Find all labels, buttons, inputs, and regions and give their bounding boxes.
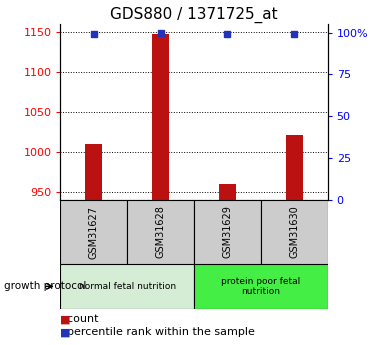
Bar [261, 200, 328, 264]
Text: GSM31628: GSM31628 [156, 206, 166, 258]
Bar [60, 264, 194, 309]
Bar [85, 144, 102, 200]
Bar [219, 184, 236, 200]
Text: protein poor fetal
nutrition: protein poor fetal nutrition [221, 277, 300, 296]
Text: ■: ■ [60, 314, 71, 324]
Text: ■: ■ [60, 327, 71, 337]
Bar [152, 34, 169, 200]
Text: growth protocol: growth protocol [4, 282, 86, 291]
Text: GSM31627: GSM31627 [89, 206, 99, 258]
Text: count: count [60, 314, 99, 324]
Bar [60, 200, 127, 264]
Text: normal fetal nutrition: normal fetal nutrition [79, 282, 176, 291]
Text: GSM31630: GSM31630 [289, 206, 299, 258]
Text: percentile rank within the sample: percentile rank within the sample [60, 327, 255, 337]
Bar [127, 200, 194, 264]
Title: GDS880 / 1371725_at: GDS880 / 1371725_at [110, 7, 278, 23]
Text: GSM31629: GSM31629 [222, 206, 232, 258]
Bar [286, 135, 303, 200]
Bar [194, 200, 261, 264]
Bar [194, 264, 328, 309]
